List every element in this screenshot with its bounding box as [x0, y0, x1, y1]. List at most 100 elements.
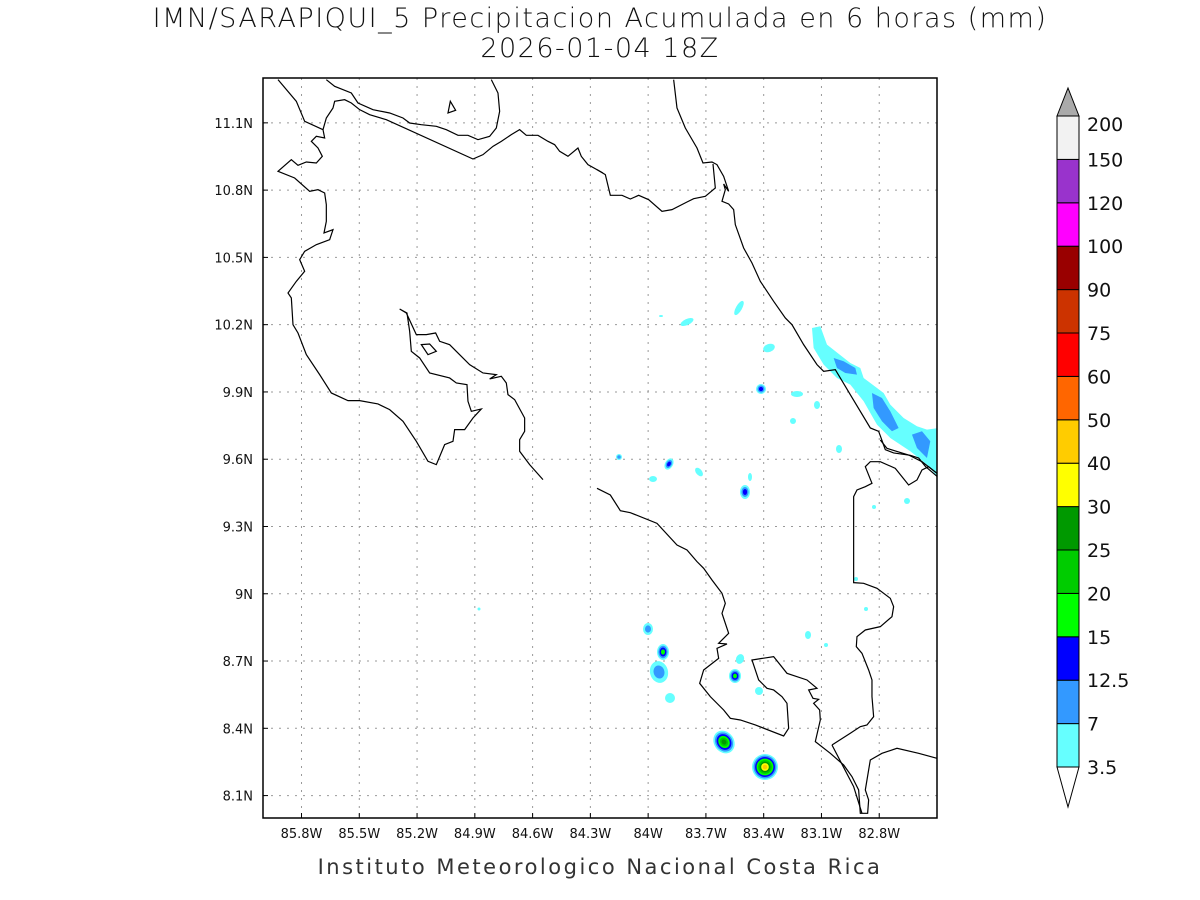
x-tick-label: 83.4W: [743, 827, 785, 842]
colorbar-box: [1056, 462, 1080, 508]
map-title: IMN/SARAPIQUI_5 Precipitacion Acumulada …: [152, 3, 1048, 34]
rain-cell: [661, 649, 665, 655]
rain-cell: [805, 631, 811, 639]
rain-cell: [735, 654, 745, 664]
colorbar-label: 200: [1087, 114, 1123, 136]
colorbar-label: 12.5: [1087, 670, 1129, 692]
rain-cell: [748, 473, 752, 481]
colorbar: 3.5 7 12.5 15 20 25 30 40 50 60 75 90 100 120 150 200: [1056, 86, 1129, 809]
x-tick-label: 84W: [633, 827, 663, 842]
rain-cell: [872, 505, 876, 509]
colorbar-label: 75: [1087, 323, 1111, 345]
x-tick-label: 83.7W: [685, 827, 727, 842]
y-tick-label: 11.1N: [214, 117, 253, 132]
rain-cell: [755, 687, 763, 695]
map-frame: [262, 77, 938, 819]
grid-lines: [263, 78, 937, 818]
rain-cell: [649, 476, 657, 482]
rain-cell: [680, 317, 694, 327]
rain-cell: [617, 455, 621, 459]
rain-cell: [665, 693, 675, 703]
x-tick-label: 85.2W: [396, 827, 438, 842]
rain-core: [833, 357, 857, 375]
colorbar-box: [1056, 592, 1080, 638]
x-tick-label: 85.5W: [338, 827, 380, 842]
footer-credit: Instituto Meteorologico Nacional Costa R…: [317, 855, 883, 879]
colorbar-label: 120: [1087, 193, 1123, 215]
colorbar-box: [1056, 332, 1080, 377]
x-tick-label: 82.8W: [858, 827, 900, 842]
rain-cell: [790, 418, 796, 424]
rain-cell: [763, 343, 775, 353]
y-tick-label: 8.4N: [223, 722, 253, 737]
colorbar-label: 25: [1087, 540, 1111, 562]
colorbar-box: [1056, 245, 1080, 291]
colorbar-box: [1056, 549, 1080, 594]
colorbar-label: 15: [1087, 627, 1111, 649]
longitude-axis: 85.8W 85.5W 85.2W 84.9W 84.6W 84.3W 84W 83.7W 83…: [281, 813, 900, 842]
rain-core: [871, 392, 899, 432]
rain-cell: [762, 764, 768, 770]
colorbar-box: [1056, 636, 1080, 681]
colorbar-label: 40: [1087, 453, 1111, 475]
colorbar-label: 60: [1087, 366, 1111, 388]
colorbar-above-triangle: [1056, 86, 1080, 117]
rain-cell: [791, 391, 803, 397]
rain-cell: [742, 489, 748, 495]
colorbar-box: [1056, 506, 1080, 551]
y-tick-label: 8.7N: [223, 655, 253, 670]
y-tick-label: 10.5N: [214, 251, 253, 266]
rain-cell: [721, 739, 727, 745]
colorbar-box: [1056, 158, 1080, 204]
precipitation-field: [477, 300, 937, 780]
colorbar-box: [1056, 115, 1080, 160]
rain-cell: [667, 461, 671, 467]
rain-cell: [695, 467, 703, 477]
colorbar-label: 150: [1087, 149, 1123, 171]
rain-cell: [758, 386, 764, 392]
y-tick-label: 9N: [235, 588, 253, 603]
colorbar-label: 7: [1087, 714, 1099, 736]
colorbar-box: [1056, 202, 1080, 247]
rain-cell: [824, 643, 828, 647]
y-tick-label: 9.6N: [223, 453, 253, 468]
colorbar-label: 20: [1087, 583, 1111, 605]
colorbar-box: [1056, 679, 1080, 725]
x-tick-label: 84.3W: [569, 827, 611, 842]
x-tick-label: 84.9W: [454, 827, 496, 842]
colorbar-label: 50: [1087, 410, 1111, 432]
x-tick-label: 83.1W: [801, 827, 843, 842]
rain-cell: [659, 315, 663, 317]
rain-cell: [734, 300, 744, 316]
rain-cell: [864, 607, 868, 611]
colorbar-box: [1056, 723, 1080, 768]
y-tick-label: 10.2N: [214, 319, 253, 334]
y-tick-label: 9.3N: [223, 520, 253, 535]
colorbar-box: [1056, 375, 1080, 421]
coastlines: [278, 80, 937, 814]
map-subtitle: 2026-01-04 18Z: [480, 33, 720, 64]
colorbar-label: 30: [1087, 497, 1111, 519]
rain-cell: [645, 625, 651, 633]
x-tick-label: 84.6W: [512, 827, 554, 842]
rain-cell: [814, 401, 820, 409]
rain-cell: [477, 607, 481, 611]
rain-cell: [854, 577, 858, 581]
y-tick-label: 9.9N: [223, 386, 253, 401]
colorbar-label: 3.5: [1087, 757, 1117, 779]
colorbar-below-triangle: [1056, 766, 1080, 809]
x-tick-label: 85.8W: [281, 827, 323, 842]
rain-cell: [904, 498, 910, 504]
colorbar-box: [1056, 289, 1080, 334]
rain-cell: [836, 445, 842, 453]
colorbar-label: 90: [1087, 280, 1111, 302]
y-tick-label: 10.8N: [214, 184, 253, 199]
y-tick-label: 8.1N: [223, 790, 253, 805]
rain-cell: [733, 673, 737, 679]
rain-cell: [653, 665, 665, 679]
latitude-axis: 8.1N 8.4N 8.7N 9N 9.3N 9.6N 9.9N 10.2N 10.5N 10.8…: [214, 117, 268, 805]
colorbar-label: 100: [1087, 236, 1123, 258]
colorbar-box: [1056, 419, 1080, 464]
rain-core: [911, 431, 931, 458]
